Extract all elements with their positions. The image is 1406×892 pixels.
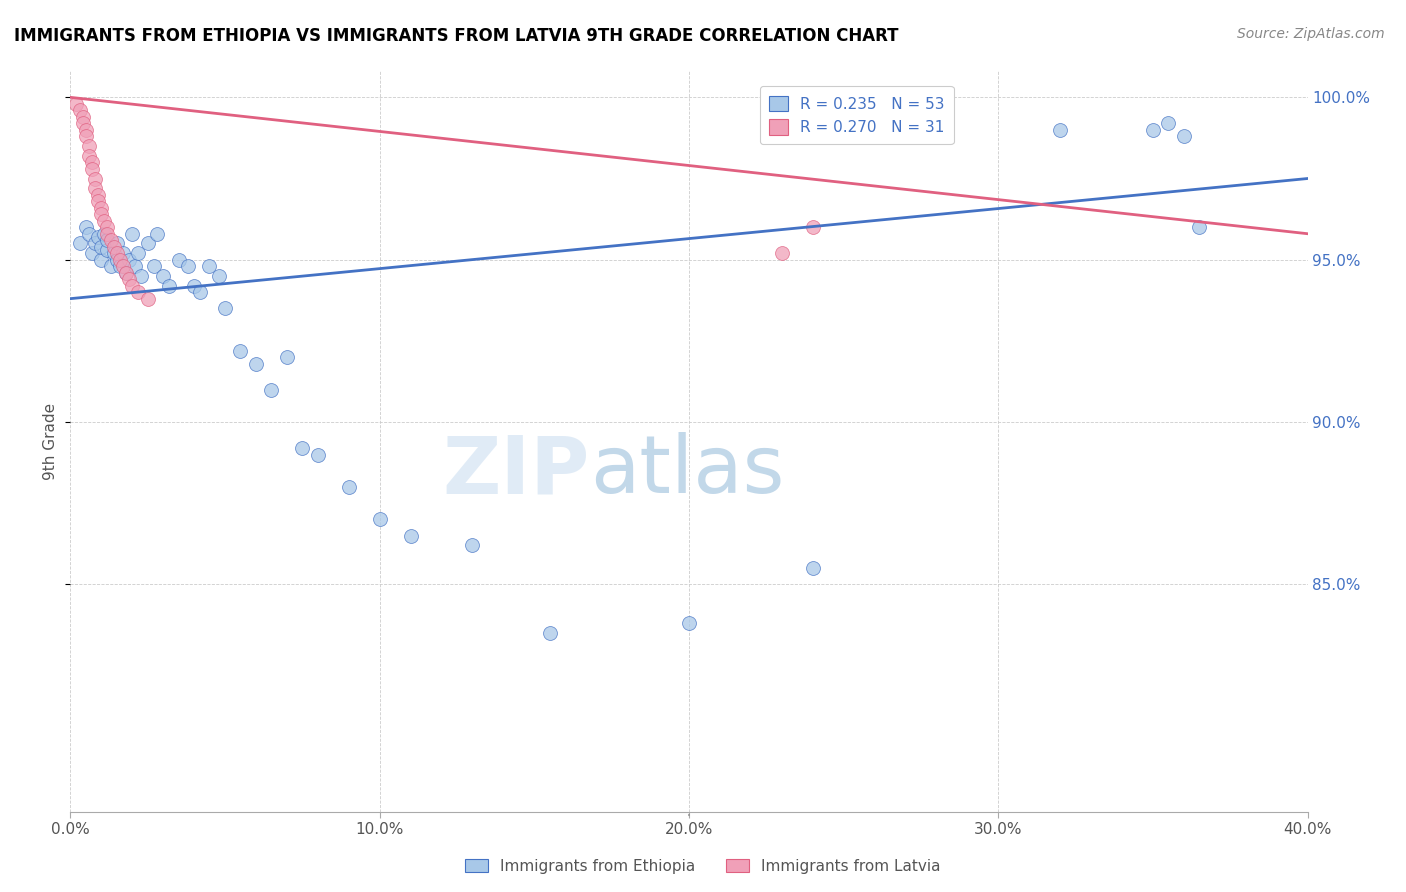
Point [96,227,118,241]
Point [214,301,236,316]
Point [103,246,125,260]
Point [136,236,159,251]
Point [115,266,138,280]
Point [188,285,211,300]
Legend: R = 0.235   N = 53, R = 0.270   N = 31: R = 0.235 N = 53, R = 0.270 N = 31 [761,87,953,145]
Point [84,236,107,251]
Point [152,268,174,283]
Point [245,357,267,371]
Point [69,103,91,118]
Point [538,626,561,640]
Point [90,240,112,254]
Point [136,292,159,306]
Point [77,149,100,163]
Point [157,278,180,293]
Point [276,350,298,364]
Point [111,246,134,260]
Text: Source: ZipAtlas.com: Source: ZipAtlas.com [1237,27,1385,41]
Point [93,227,115,241]
Point [198,259,221,273]
Point [118,272,141,286]
Point [75,123,97,137]
Point [87,230,110,244]
Point [801,561,824,575]
Point [72,116,94,130]
Point [1188,220,1211,235]
Point [96,233,118,247]
Text: atlas: atlas [591,432,785,510]
Text: ZIP: ZIP [443,432,591,510]
Point [337,480,360,494]
Point [111,259,134,273]
Point [167,252,190,267]
Point [87,194,110,209]
Point [72,110,94,124]
Point [115,266,138,280]
Point [1142,123,1164,137]
Point [229,343,252,358]
Legend: Immigrants from Ethiopia, Immigrants from Latvia: Immigrants from Ethiopia, Immigrants fro… [460,853,946,880]
Y-axis label: 9th Grade: 9th Grade [44,403,59,480]
Point [1049,123,1071,137]
Point [108,259,131,273]
Point [1173,129,1195,144]
Point [80,155,103,169]
Point [146,227,169,241]
Point [124,259,146,273]
Point [75,220,97,235]
Point [291,441,314,455]
Point [96,220,118,235]
Point [368,512,391,526]
Point [90,252,112,267]
Point [93,213,115,227]
Point [461,538,484,552]
Point [100,233,122,247]
Point [108,252,131,267]
Point [801,220,824,235]
Point [90,207,112,221]
Point [103,240,125,254]
Point [84,181,107,195]
Point [96,243,118,257]
Point [80,161,103,176]
Point [121,278,143,293]
Point [90,201,112,215]
Point [127,246,149,260]
Point [87,187,110,202]
Point [84,171,107,186]
Point [105,236,128,251]
Point [307,448,329,462]
Point [105,252,128,267]
Point [121,227,143,241]
Point [399,529,422,543]
Point [770,246,793,260]
Point [260,383,283,397]
Point [75,129,97,144]
Point [177,259,200,273]
Text: IMMIGRANTS FROM ETHIOPIA VS IMMIGRANTS FROM LATVIA 9TH GRADE CORRELATION CHART: IMMIGRANTS FROM ETHIOPIA VS IMMIGRANTS F… [14,27,898,45]
Point [77,139,100,153]
Point [100,259,122,273]
Point [1157,116,1180,130]
Point [678,616,700,631]
Point [183,278,205,293]
Point [69,236,91,251]
Point [80,246,103,260]
Point [105,246,128,260]
Point [65,96,87,111]
Point [208,268,231,283]
Point [131,268,153,283]
Point [127,285,149,300]
Point [118,252,141,267]
Point [77,227,100,241]
Point [142,259,165,273]
